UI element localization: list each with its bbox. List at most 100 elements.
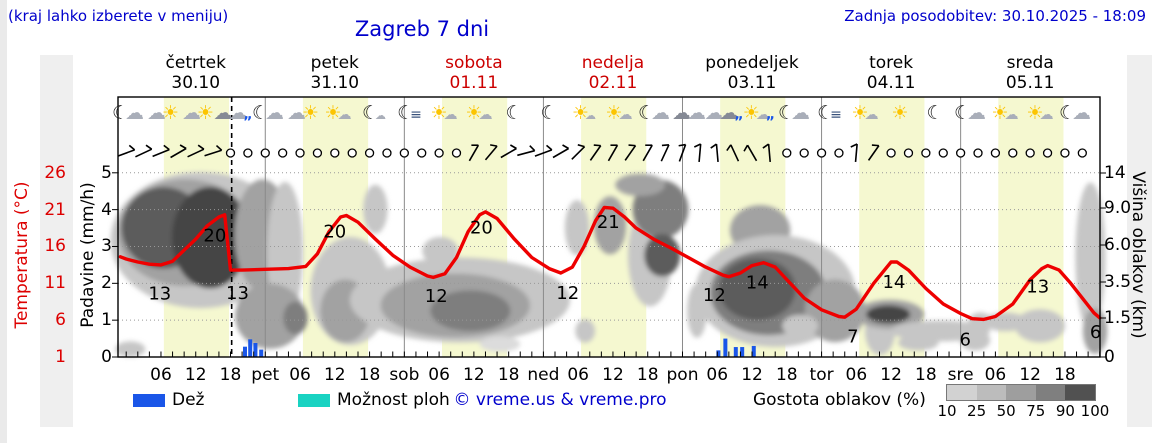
wind-calm-circle — [451, 148, 462, 158]
wind-calm-circle — [1025, 148, 1035, 158]
temperature-value-label: 13 — [148, 284, 171, 305]
icon-glyph: ☁ — [478, 107, 493, 123]
icon-glyph: ☾ — [251, 102, 270, 124]
icon-glyph: ☁ — [146, 102, 166, 124]
wind-calm-circle — [295, 148, 305, 158]
precip-tick-label: 5 — [101, 162, 112, 183]
weather-icon-moon-fog: ☾≡ — [817, 104, 842, 123]
weather-icon-moon: ☾ — [505, 104, 522, 123]
wind-calm-circle — [330, 148, 340, 158]
x-axis-label-06: 06 — [567, 365, 589, 385]
cloud-blob — [615, 173, 666, 197]
copyright-link[interactable]: © vreme.us & vreme.pro — [453, 390, 667, 410]
x-axis-label-pon: pon — [666, 365, 699, 385]
day-name: nedelja — [581, 53, 645, 73]
icon-glyph: ☀ — [196, 102, 215, 124]
x-axis-label-sob: sob — [389, 365, 420, 385]
cloud-height-tick-label: 0 — [1104, 347, 1115, 367]
wind-barb-tick — [562, 144, 569, 150]
wind-barb-tick — [850, 143, 858, 148]
cloud-blob — [1082, 308, 1108, 354]
day-date: 31.10 — [310, 73, 360, 93]
rain-bar — [248, 339, 253, 357]
day-date: 02.11 — [588, 73, 638, 93]
weather-icon-sun: ☀ — [891, 104, 908, 123]
x-axis-label-12: 12 — [184, 365, 207, 385]
wind-barb-tick — [490, 144, 498, 147]
weather-icon-moon: ☾ — [540, 102, 558, 124]
temperature-value-label: 13 — [226, 283, 249, 304]
rain-bar — [740, 347, 745, 357]
cloud-height-tick-label: 3.5 — [1104, 272, 1132, 292]
showers-legend-swatch — [298, 394, 330, 407]
x-axis-label-06: 06 — [150, 365, 172, 385]
wind-calm-circle — [834, 148, 844, 158]
wind-barb-tick — [128, 144, 136, 151]
wind-barb-tick — [661, 144, 669, 147]
day-header-sobota: sobota 01.11 — [404, 53, 544, 93]
precip-tick-label: 3 — [101, 236, 112, 257]
icon-glyph: ☾ — [777, 102, 796, 124]
rain-legend-label: Dež — [172, 390, 205, 410]
icon-glyph: ☁ — [228, 102, 248, 124]
wind-calm-circle — [816, 148, 827, 158]
wind-calm-circle — [799, 148, 809, 158]
x-axis-label-12: 12 — [602, 365, 624, 385]
wind-barb-shaft — [552, 147, 569, 159]
temperature-value-label: 7 — [847, 326, 858, 347]
wind-barb-shaft — [468, 144, 480, 162]
day-header-četrtek: četrtek 30.10 — [126, 53, 266, 93]
cloud-blob — [430, 290, 511, 332]
cloud-blob — [866, 305, 911, 324]
icon-glyph: ☀ — [161, 102, 180, 124]
x-axis-label-18: 18 — [636, 365, 659, 385]
rain-bar — [242, 346, 247, 357]
rain-bar — [723, 338, 728, 357]
precip-tick-label: 1 — [101, 310, 112, 331]
icon-glyph: ☁ — [443, 107, 458, 123]
wind-calm-circle — [417, 148, 427, 158]
wind-barb-tick — [197, 144, 205, 150]
icon-glyph: ☾ — [397, 102, 415, 124]
cloud-density-scale-segment — [1006, 385, 1036, 400]
x-axis-label-12: 12 — [463, 365, 485, 385]
wind-barb-tick — [545, 144, 553, 151]
cloud-density-layer — [110, 172, 1108, 358]
temperature-value-label: 14 — [746, 273, 769, 294]
cloud-height-tick-label: 6.0 — [1104, 235, 1132, 255]
weather-icon-moon-fog: ☾≡ — [397, 102, 422, 124]
icon-glyph: „ — [243, 107, 253, 123]
day-name: sreda — [1006, 53, 1054, 73]
icon-glyph: ☾ — [540, 102, 558, 124]
day-date: 05.11 — [1005, 73, 1055, 93]
cloud-blob — [422, 236, 459, 265]
weather-icon-clouds: ☁☁ — [672, 104, 706, 123]
x-axis-label-pet: pet — [251, 365, 280, 385]
wind-barb-tick — [762, 143, 770, 149]
wind-barb-shaft — [642, 144, 653, 162]
weather-icon-rain-clouds: ☁☁„ — [704, 102, 743, 124]
wind-barb-shaft — [571, 146, 586, 160]
rain-bar — [751, 345, 756, 357]
temperature-value-label: 12 — [425, 286, 448, 307]
icon-glyph: ☁ — [1039, 107, 1054, 123]
cloud-blob — [960, 329, 991, 351]
temperature-value-label: 6 — [1090, 322, 1101, 343]
day-header-sreda: sreda 05.11 — [960, 53, 1100, 93]
wind-barb-tick — [577, 144, 585, 148]
weather-icon-drizzle-clouds: ☁☁„ — [213, 102, 253, 124]
wind-barb-tick — [628, 144, 636, 147]
wind-calm-circle — [886, 148, 896, 158]
wind-calm-circle — [434, 148, 444, 158]
cloud-blob — [283, 301, 308, 335]
x-axis-label-06: 06 — [845, 365, 868, 385]
icon-glyph: ☁ — [337, 107, 352, 123]
icon-glyph: ☾ — [926, 102, 944, 124]
wind-barb-shaft — [698, 143, 702, 163]
wind-calm-circle — [312, 148, 323, 158]
x-axis-label-18: 18 — [358, 365, 381, 385]
icon-glyph: ☀ — [430, 102, 448, 124]
temp-axis-strip — [40, 55, 73, 427]
icon-glyph: ☁ — [704, 102, 724, 124]
icon-glyph: ☁ — [651, 102, 671, 124]
